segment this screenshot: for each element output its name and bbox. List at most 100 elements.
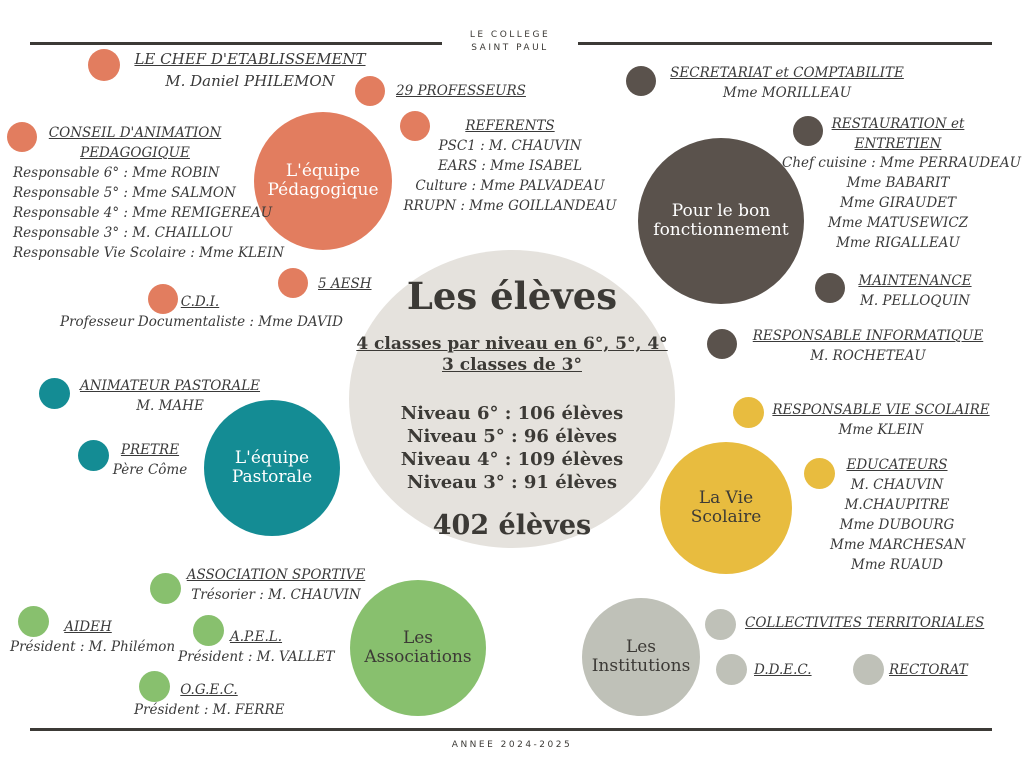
- block-informatique: RESPONSABLE INFORMATIQUE M. ROCHETEAU: [744, 326, 992, 366]
- block-conseil-title-line2: PEDAGOGIQUE: [80, 145, 190, 161]
- block-secretariat-name: Mme MORILLEAU: [722, 85, 852, 101]
- restauration-line: Chef cuisine : Mme PERRAUDEAU: [782, 155, 1022, 171]
- block-ddec-title: D.D.E.C.: [754, 662, 812, 678]
- block-informatique-name: M. ROCHETEAU: [810, 348, 926, 364]
- block-conseil-title: CONSEIL D'ANIMATION PEDAGOGIQUE: [30, 123, 240, 163]
- page-title-line2: SAINT PAUL: [471, 43, 549, 53]
- circle-institutions-line1: Les: [625, 637, 657, 657]
- conseil-line: Responsable Vie Scolaire : Mme KLEIN: [13, 245, 285, 261]
- block-pretre-title: PRETRE: [120, 442, 180, 458]
- block-animateur-name: M. MAHE: [136, 398, 204, 414]
- block-chef-title: LE CHEF D'ETABLISSEMENT: [134, 50, 366, 68]
- block-maintenance-name: M. PELLOQUIN: [860, 293, 970, 309]
- block-association-sportive-name: Trésorier : M. CHAUVIN: [191, 587, 361, 603]
- level-4: Niveau 4° : 109 élèves: [400, 449, 624, 470]
- referent-line: Culture : Mme PALVADEAU: [415, 178, 605, 194]
- dot-secretariat: [626, 66, 656, 96]
- block-maintenance-title: MAINTENANCE: [858, 273, 972, 289]
- block-animateur: ANIMATEUR PASTORALE M. MAHE: [70, 376, 270, 416]
- circle-vie-scolaire-line2: Scolaire: [690, 507, 762, 527]
- referent-line: EARS : Mme ISABEL: [437, 158, 583, 174]
- block-cdi-title: C.D.I.: [180, 294, 220, 310]
- block-chef-name: M. Daniel PHILEMON: [165, 72, 335, 90]
- block-restauration-title-line2: ENTRETIEN: [854, 136, 942, 152]
- dot-ddec: [716, 654, 747, 685]
- center-total: 402 élèves: [432, 510, 592, 541]
- block-professeurs: 29 PROFESSEURS: [396, 81, 526, 101]
- top-rule-right: [578, 42, 992, 45]
- block-pretre-name: Père Côme: [112, 462, 188, 478]
- referent-line: RRUPN : Mme GOILLANDEAU: [403, 198, 617, 214]
- educateur-line: Mme RUAUD: [851, 557, 943, 573]
- block-professeurs-title: 29 PROFESSEURS: [396, 83, 526, 99]
- restauration-line: Mme RIGALLEAU: [836, 235, 960, 251]
- block-referents: REFERENTS PSC1 : M. CHAUVIN EARS : Mme I…: [400, 116, 620, 216]
- circle-equipe-pastorale-line2: Pastorale: [231, 467, 313, 487]
- educateur-line: M.CHAUPITRE: [844, 497, 950, 513]
- block-aideh: AIDEH Président : M. Philémon: [10, 617, 176, 657]
- restauration-line: Mme MATUSEWICZ: [827, 215, 969, 231]
- footer-year: ANNEE 2024-2025: [451, 740, 573, 750]
- center-title: Les élèves: [406, 274, 618, 318]
- block-responsable-vie-scolaire: RESPONSABLE VIE SCOLAIRE Mme KLEIN: [768, 400, 994, 440]
- block-rectorat: RECTORAT: [889, 660, 968, 680]
- circle-institutions-line2: Institutions: [591, 656, 691, 676]
- block-informatique-title: RESPONSABLE INFORMATIQUE: [752, 328, 984, 344]
- block-apel: A.P.E.L. Président : M. VALLET: [178, 627, 334, 667]
- circle-equipe-pedagogique: L'équipe Pédagogique: [254, 112, 392, 250]
- dot-aesh: [278, 268, 308, 298]
- dot-responsable-vie-scolaire: [733, 397, 764, 428]
- block-educateurs: EDUCATEURS M. CHAUVIN M.CHAUPITRE Mme DU…: [830, 455, 965, 575]
- block-apel-name: Président : M. VALLET: [178, 649, 335, 665]
- conseil-line: Responsable 5° : Mme SALMON: [13, 185, 236, 201]
- page-title: LE COLLEGE SAINT PAUL: [442, 30, 578, 53]
- block-ogec-title: O.G.E.C.: [180, 682, 238, 698]
- block-aideh-name: Président : M. Philémon: [10, 639, 176, 655]
- restauration-line: Mme BABARIT: [846, 175, 950, 191]
- block-pretre: PRETRE Père Côme: [110, 440, 190, 480]
- dot-cdi: [148, 284, 178, 314]
- block-maintenance: MAINTENANCE M. PELLOQUIN: [845, 271, 985, 311]
- dot-conseil: [7, 122, 37, 152]
- circle-equipe-pastorale: L'équipe Pastorale: [204, 400, 340, 536]
- circle-fonctionnement-line1: Pour le bon: [671, 201, 771, 221]
- conseil-line: Responsable 3° : M. CHAILLOU: [13, 225, 233, 241]
- center-levels: Niveau 6° : 106 élèves Niveau 5° : 96 él…: [349, 402, 675, 494]
- block-rectorat-title: RECTORAT: [889, 662, 968, 678]
- block-apel-title: A.P.E.L.: [229, 629, 283, 645]
- block-responsable-vie-scolaire-name: Mme KLEIN: [838, 422, 924, 438]
- dot-chef: [88, 49, 120, 81]
- dot-educateurs: [804, 458, 835, 489]
- block-collectivites-title: COLLECTIVITES TERRITORIALES: [745, 615, 985, 631]
- block-secretariat: SECRETARIAT et COMPTABILITE Mme MORILLEA…: [662, 63, 912, 103]
- block-cdi: C.D.I. Professeur Documentaliste : Mme D…: [60, 292, 343, 332]
- page-title-line1: LE COLLEGE: [469, 30, 551, 40]
- referent-line: PSC1 : M. CHAUVIN: [438, 138, 582, 154]
- block-conseil-members: Responsable 6° : Mme ROBIN Responsable 5…: [13, 163, 284, 263]
- dot-ogec: [139, 671, 170, 702]
- dot-association-sportive: [150, 573, 181, 604]
- dot-referents: [400, 111, 430, 141]
- block-aesh-title: 5 AESH: [318, 276, 372, 292]
- circle-institutions: Les Institutions: [582, 598, 700, 716]
- block-restauration-title: RESTAURATION et ENTRETIEN: [818, 114, 978, 154]
- circle-vie-scolaire: La Vie Scolaire: [660, 442, 792, 574]
- circle-vie-scolaire-line1: La Vie: [698, 488, 754, 508]
- block-aideh-title: AIDEH: [64, 619, 112, 635]
- block-association-sportive-title: ASSOCIATION SPORTIVE: [186, 567, 366, 583]
- center-circle-eleves: Les élèves 4 classes par niveau en 6°, 5…: [349, 250, 675, 548]
- restauration-line: Mme GIRAUDET: [840, 195, 956, 211]
- block-referents-title: REFERENTS: [465, 118, 555, 134]
- block-ogec-name: Président : M. FERRE: [134, 702, 285, 718]
- educateur-line: M. CHAUVIN: [850, 477, 944, 493]
- circle-fonctionnement-line2: fonctionnement: [653, 220, 789, 240]
- block-restauration-staff: Chef cuisine : Mme PERRAUDEAU Mme BABARI…: [782, 153, 1022, 253]
- bottom-rule: [30, 728, 992, 731]
- block-cdi-name: Professeur Documentaliste : Mme DAVID: [60, 314, 343, 330]
- dot-apel: [193, 615, 224, 646]
- block-chef: LE CHEF D'ETABLISSEMENT M. Daniel PHILEM…: [115, 48, 385, 92]
- dot-collectivites: [705, 609, 736, 640]
- conseil-line: Responsable 6° : Mme ROBIN: [13, 165, 220, 181]
- dot-aideh: [18, 606, 49, 637]
- conseil-line: Responsable 4° : Mme REMIGEREAU: [13, 205, 273, 221]
